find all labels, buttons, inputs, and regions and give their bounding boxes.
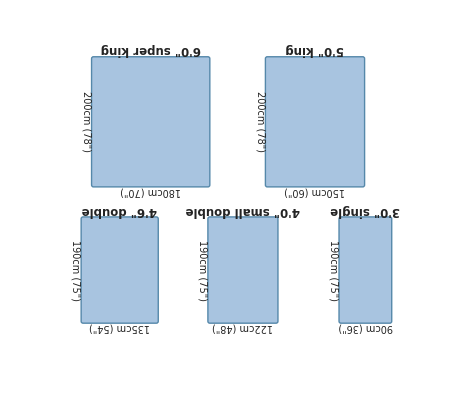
Text: 200cm (78"): 200cm (78"): [81, 91, 91, 152]
FancyBboxPatch shape: [339, 217, 392, 323]
Text: 122cm (48"): 122cm (48"): [212, 323, 273, 333]
Text: 180cm (70"): 180cm (70"): [120, 187, 181, 197]
FancyBboxPatch shape: [208, 217, 278, 323]
Text: 3'0" single: 3'0" single: [330, 204, 401, 217]
FancyBboxPatch shape: [91, 57, 210, 187]
FancyBboxPatch shape: [81, 217, 158, 323]
Text: 190cm (75"): 190cm (75"): [328, 239, 338, 300]
Text: 135cm (54"): 135cm (54"): [89, 323, 150, 333]
Text: 200cm (78"): 200cm (78"): [255, 91, 265, 152]
Text: 4'6" double: 4'6" double: [82, 204, 157, 217]
Text: 150cm (60"): 150cm (60"): [284, 187, 346, 197]
Text: 190cm (75"): 190cm (75"): [71, 239, 81, 300]
Text: 5'0" king: 5'0" king: [286, 43, 345, 56]
FancyBboxPatch shape: [265, 57, 365, 187]
Text: 6'0" super king: 6'0" super king: [100, 43, 201, 56]
Text: 90cm (36"): 90cm (36"): [338, 323, 392, 333]
Text: 4'0" small double: 4'0" small double: [186, 204, 300, 217]
Text: 190cm (75"): 190cm (75"): [198, 239, 208, 300]
